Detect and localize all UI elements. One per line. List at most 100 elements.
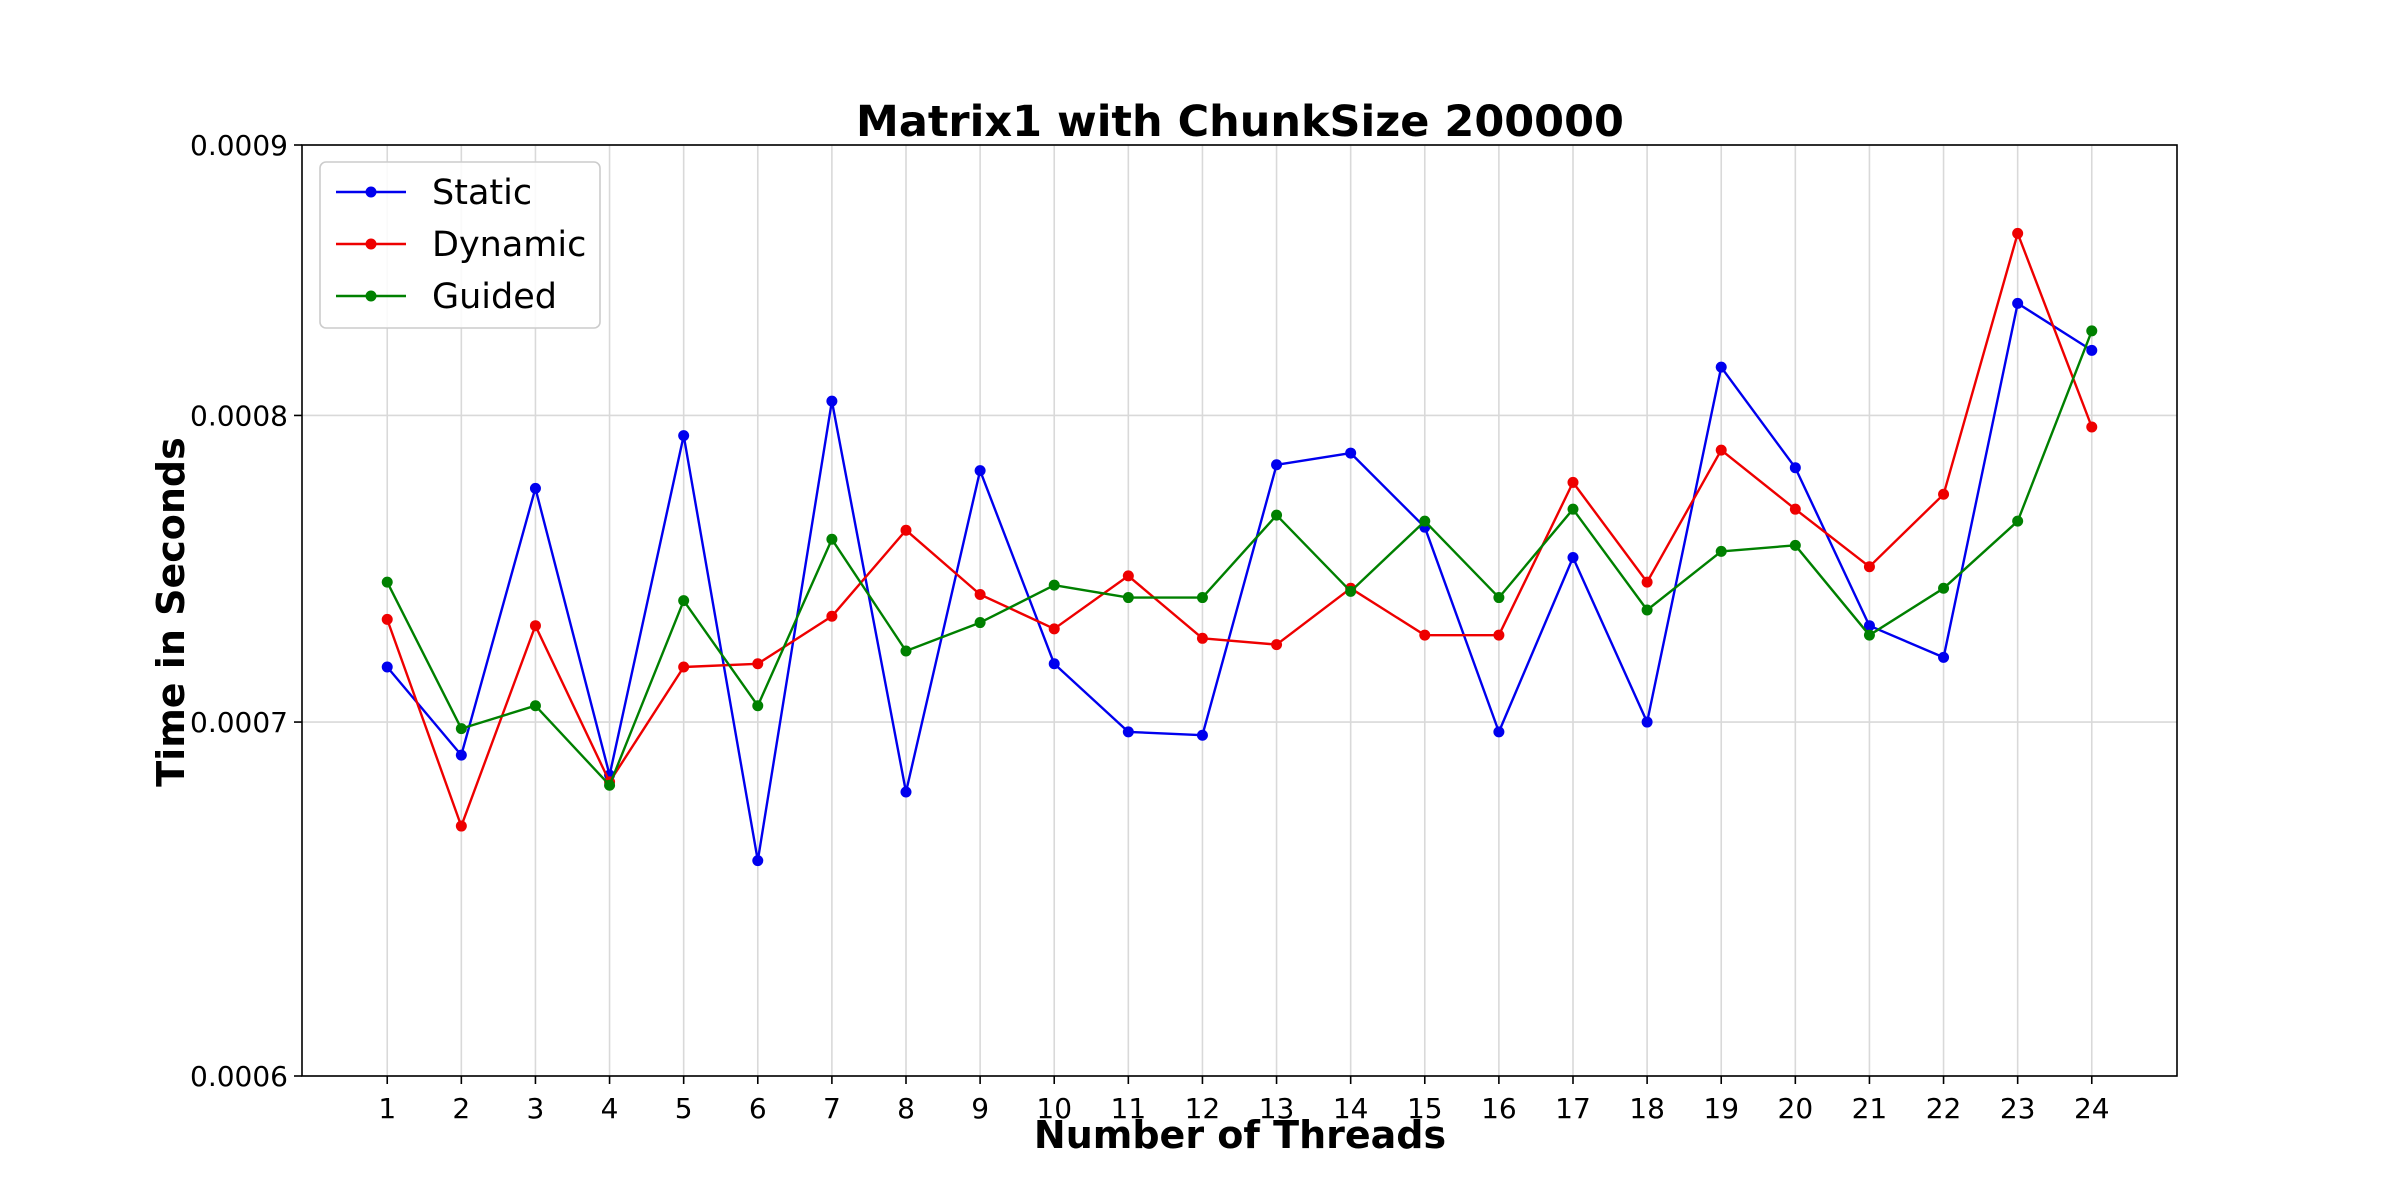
x-tick-label: 23 bbox=[2000, 1092, 2036, 1125]
data-point-dynamic bbox=[1419, 629, 1431, 641]
data-point-dynamic bbox=[381, 613, 393, 625]
legend-marker-dynamic bbox=[365, 238, 377, 250]
data-point-guided bbox=[678, 595, 690, 607]
data-point-static bbox=[1196, 729, 1208, 741]
data-point-static bbox=[1345, 447, 1357, 459]
y-tick-label: 0.0006 bbox=[190, 1060, 288, 1093]
data-point-dynamic bbox=[455, 820, 467, 832]
data-point-dynamic bbox=[2086, 421, 2098, 433]
data-point-dynamic bbox=[1641, 576, 1653, 588]
data-point-dynamic bbox=[974, 588, 986, 600]
x-axis-label: Number of Threads bbox=[1034, 1113, 1446, 1157]
series-line-static bbox=[386, 302, 2093, 862]
data-point-static bbox=[455, 749, 467, 761]
data-point-guided bbox=[826, 533, 838, 545]
data-point-dynamic bbox=[900, 524, 912, 536]
data-point-static bbox=[1122, 726, 1134, 738]
x-tick-label: 5 bbox=[675, 1092, 693, 1125]
x-tick-label: 13 bbox=[1259, 1092, 1295, 1125]
data-point-guided bbox=[1048, 579, 1060, 591]
x-tick-label: 3 bbox=[527, 1092, 545, 1125]
data-point-guided bbox=[1419, 515, 1431, 527]
data-point-static bbox=[1271, 459, 1283, 471]
series-guided bbox=[381, 325, 2098, 791]
data-point-dynamic bbox=[678, 661, 690, 673]
x-tick-label: 24 bbox=[2074, 1092, 2110, 1125]
legend-label-guided: Guided bbox=[432, 277, 557, 317]
data-point-guided bbox=[2086, 325, 2098, 337]
data-point-guided bbox=[974, 617, 986, 629]
x-tick-label: 12 bbox=[1185, 1092, 1221, 1125]
data-point-dynamic bbox=[529, 620, 541, 632]
x-tick-label: 19 bbox=[1703, 1092, 1739, 1125]
legend: Static Dynamic Guided bbox=[319, 161, 601, 329]
data-point-guided bbox=[2012, 515, 2024, 527]
data-point-guided bbox=[529, 700, 541, 712]
legend-marker-guided bbox=[365, 290, 377, 302]
data-point-static bbox=[381, 661, 393, 673]
y-tick-label: 0.0007 bbox=[190, 706, 288, 739]
data-point-dynamic bbox=[1122, 570, 1134, 582]
series-lines bbox=[381, 227, 2098, 867]
x-tick-label: 8 bbox=[897, 1092, 915, 1125]
data-point-guided bbox=[455, 723, 467, 735]
data-point-guided bbox=[1938, 582, 1950, 594]
data-point-dynamic bbox=[1048, 623, 1060, 635]
data-point-guided bbox=[1789, 539, 1801, 551]
data-point-static bbox=[678, 430, 690, 442]
series-static bbox=[381, 297, 2098, 867]
legend-label-static: Static bbox=[432, 173, 532, 213]
data-point-static bbox=[1863, 620, 1875, 632]
x-tick-label: 7 bbox=[823, 1092, 841, 1125]
axis-ticks: 1 2 3 4 5 6 7 8 9 10 11 12 13 14 15 16 17 18 19 20 21 22 23 240… bbox=[190, 129, 2110, 1125]
data-point-static bbox=[1567, 552, 1579, 564]
data-point-static bbox=[2012, 297, 2024, 309]
data-point-static bbox=[1493, 726, 1505, 738]
x-tick-label: 16 bbox=[1481, 1092, 1517, 1125]
data-point-guided bbox=[1345, 585, 1357, 597]
data-point-dynamic bbox=[1493, 629, 1505, 641]
legend-box bbox=[319, 161, 601, 329]
data-point-static bbox=[826, 395, 838, 407]
data-point-dynamic bbox=[1715, 444, 1727, 456]
data-point-dynamic bbox=[1789, 503, 1801, 515]
data-point-guided bbox=[752, 700, 764, 712]
series-line-guided bbox=[386, 330, 2093, 787]
y-tick-label: 0.0008 bbox=[190, 399, 288, 432]
x-tick-label: 4 bbox=[601, 1092, 619, 1125]
data-point-static bbox=[1715, 361, 1727, 373]
x-tick-label: 6 bbox=[749, 1092, 767, 1125]
data-point-dynamic bbox=[1863, 561, 1875, 573]
x-tick-label: 22 bbox=[1926, 1092, 1962, 1125]
data-point-static bbox=[900, 786, 912, 798]
data-point-guided bbox=[1493, 592, 1505, 604]
data-point-dynamic bbox=[752, 658, 764, 670]
data-point-static bbox=[529, 482, 541, 494]
data-point-dynamic bbox=[1271, 639, 1283, 651]
x-tick-label: 17 bbox=[1555, 1092, 1591, 1125]
x-tick-label: 14 bbox=[1333, 1092, 1369, 1125]
data-point-guided bbox=[381, 576, 393, 588]
data-point-static bbox=[1789, 462, 1801, 474]
data-point-static bbox=[1048, 658, 1060, 670]
data-point-guided bbox=[1715, 545, 1727, 557]
data-point-guided bbox=[1271, 509, 1283, 521]
x-tick-label: 18 bbox=[1629, 1092, 1665, 1125]
data-point-dynamic bbox=[1938, 488, 1950, 500]
data-point-guided bbox=[1567, 503, 1579, 515]
data-point-guided bbox=[1196, 592, 1208, 604]
data-point-guided bbox=[1641, 604, 1653, 616]
legend-marker-static bbox=[365, 186, 377, 198]
data-point-static bbox=[1641, 716, 1653, 728]
data-point-guided bbox=[1122, 592, 1134, 604]
data-point-guided bbox=[900, 645, 912, 657]
data-point-dynamic bbox=[1567, 476, 1579, 488]
x-tick-label: 10 bbox=[1036, 1092, 1072, 1125]
data-point-dynamic bbox=[2012, 227, 2024, 239]
chart-title: Matrix1 with ChunkSize 200000 bbox=[856, 97, 1624, 147]
series-line-dynamic bbox=[386, 232, 2093, 828]
x-tick-label: 21 bbox=[1852, 1092, 1888, 1125]
plot-frame bbox=[301, 144, 2178, 1077]
